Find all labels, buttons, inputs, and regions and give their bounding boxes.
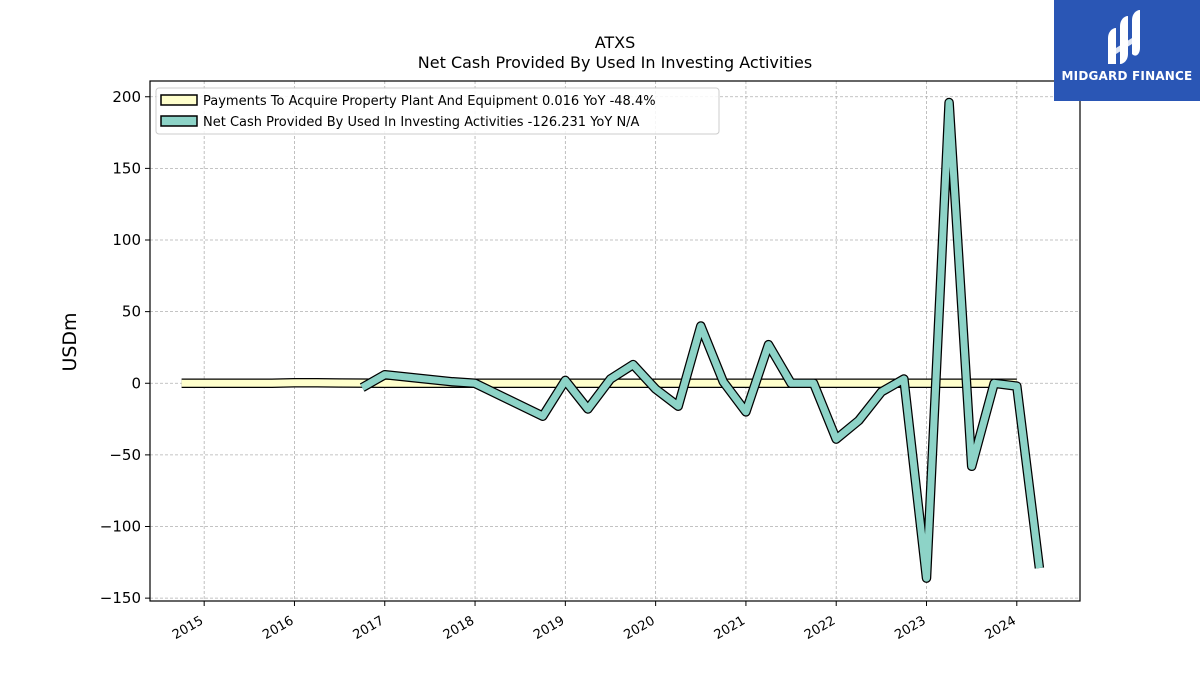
x-tick-label: 2017 xyxy=(351,613,387,643)
x-tick-label: 2023 xyxy=(892,613,928,643)
x-tick-label: 2024 xyxy=(983,613,1019,643)
y-tick-label: −150 xyxy=(100,589,141,607)
x-tick-label: 2018 xyxy=(441,613,477,643)
y-tick-label: −100 xyxy=(100,518,141,536)
legend-entry: Net Cash Provided By Used In Investing A… xyxy=(203,115,640,130)
legend-entry: Payments To Acquire Property Plant And E… xyxy=(203,94,656,109)
brand-name: MIDGARD FINANCE xyxy=(1061,69,1193,83)
y-tick-label: 200 xyxy=(112,88,141,106)
legend-swatch xyxy=(160,94,198,106)
chart-subtitle: Net Cash Provided By Used In Investing A… xyxy=(418,53,812,72)
midgard-logo-icon xyxy=(1108,10,1140,64)
x-tick-label: 2022 xyxy=(802,613,838,643)
legend-swatch xyxy=(160,115,198,127)
x-tick-label: 2019 xyxy=(531,613,567,643)
y-tick-label: 0 xyxy=(131,374,141,392)
y-tick-label: 100 xyxy=(112,231,141,249)
series-net-cash-investing-line xyxy=(360,99,1043,582)
chart-title: ATXS xyxy=(595,33,636,52)
y-tick-label: 50 xyxy=(122,303,141,321)
y-tick-label: −50 xyxy=(109,446,141,464)
x-tick-label: 2015 xyxy=(170,613,206,643)
y-tick-label: 150 xyxy=(112,159,141,177)
x-tick-label: 2021 xyxy=(712,613,748,643)
series-payments-ppe-line xyxy=(181,379,1017,387)
y-axis-label: USDm xyxy=(59,312,81,371)
legend: Payments To Acquire Property Plant And E… xyxy=(155,87,720,135)
brand-logo: MIDGARD FINANCE xyxy=(1054,0,1200,101)
x-tick-label: 2020 xyxy=(621,613,657,643)
plot-frame xyxy=(149,80,1081,602)
legend-box xyxy=(155,87,720,135)
x-tick-label: 2016 xyxy=(260,613,296,643)
